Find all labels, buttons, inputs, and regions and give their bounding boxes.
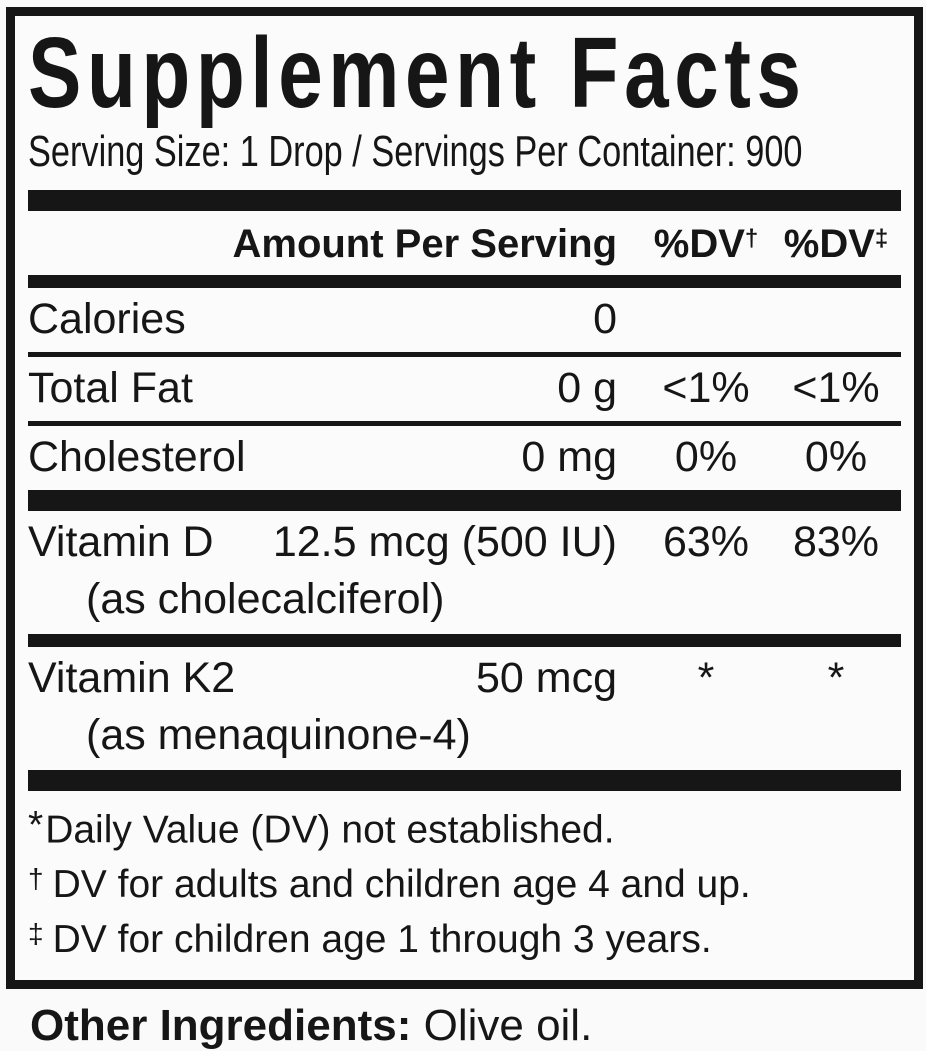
header-dv-adults: %DV† [641, 222, 771, 267]
nutrient-row-vitamin-k2: Vitamin K2 50 mcg * * [28, 647, 901, 711]
divider-thin [28, 421, 901, 426]
other-ingredients-label: Other Ingredients: [30, 1000, 424, 1050]
header-dv-children: %DV‡ [771, 222, 901, 267]
asterisk-mark: * [28, 804, 44, 847]
nutrient-name: Vitamin K2 [28, 654, 236, 702]
double-dagger-mark: ‡ [874, 225, 889, 253]
footnote-dv-adults: † DV for adults and children age 4 and up… [28, 858, 901, 913]
divider-thick-top [28, 190, 901, 211]
divider-thin [28, 352, 901, 357]
supplement-facts-panel: Supplement Facts Serving Size: 1 Drop / … [6, 7, 923, 989]
nutrient-row-calories: Calories 0 [28, 288, 901, 352]
other-ingredients: Other Ingredients: Olive oil. [30, 1001, 926, 1051]
nutrient-amount: 50 mcg [475, 654, 617, 702]
nutrient-dv-adults: 63% [662, 518, 750, 566]
nutrient-dv-children: 0% [804, 433, 868, 481]
footnotes: *Daily Value (DV) not established. † DV f… [28, 791, 901, 980]
nutrient-name: Cholesterol [28, 433, 246, 481]
other-ingredients-value: Olive oil. [423, 1000, 593, 1050]
serving-info: Serving Size: 1 Drop / Servings Per Cont… [28, 127, 901, 178]
nutrient-row-vitamin-d: Vitamin D 12.5 mcg (500 IU) 63% 83% [28, 511, 901, 575]
nutrient-name: Calories [28, 295, 186, 343]
footnote-dv-children: ‡ DV for children age 1 through 3 years. [28, 913, 901, 968]
divider-thick-bottom [28, 770, 901, 791]
header-amount-per-serving: Amount Per Serving [232, 222, 617, 266]
nutrient-dv-adults: * [697, 654, 715, 702]
dagger-mark: † [744, 225, 759, 253]
nutrient-source-note: (as cholecalciferol) [86, 575, 445, 623]
nutrient-dv-children: 83% [792, 518, 880, 566]
footnote-dv-not-established: *Daily Value (DV) not established. [28, 799, 901, 858]
dagger-mark: † [28, 863, 44, 895]
nutrient-name: Vitamin D [28, 518, 214, 566]
nutrient-dv-children: <1% [792, 364, 880, 412]
header-dv-adults-text: %DV [653, 222, 745, 266]
nutrient-dv-children: * [827, 654, 845, 702]
nutrient-dv-adults: 0% [674, 433, 738, 481]
header-dv-children-text: %DV [783, 222, 875, 266]
panel-title: Supplement Facts [28, 16, 901, 126]
table-header-row: Amount Per Serving %DV† %DV‡ [28, 211, 901, 275]
nutrient-amount: 0 [593, 295, 617, 343]
footnote-text: DV for children age 1 through 3 years. [52, 918, 712, 962]
nutrient-row-total-fat: Total Fat 0 g <1% <1% [28, 357, 901, 421]
footnote-text: DV for adults and children age 4 and up. [52, 863, 751, 907]
panel-title-text: Supplement Facts [28, 17, 807, 129]
nutrient-amount: 0 g [557, 364, 617, 412]
nutrient-source-note: (as menaquinone-4) [86, 711, 471, 759]
divider-thick-mid [28, 490, 901, 511]
nutrient-name: Total Fat [28, 364, 193, 412]
divider-medium-mid [28, 634, 901, 647]
nutrient-amount: 0 mg [521, 433, 617, 481]
nutrient-amount: 12.5 mcg (500 IU) [272, 518, 617, 566]
divider-medium-under-header [28, 275, 901, 288]
footnote-text: Daily Value (DV) not established. [45, 808, 615, 852]
nutrient-row-cholesterol: Cholesterol 0 mg 0% 0% [28, 426, 901, 490]
double-dagger-mark: ‡ [28, 918, 44, 950]
nutrient-dv-adults: <1% [662, 364, 750, 412]
serving-info-text: Serving Size: 1 Drop / Servings Per Cont… [28, 127, 803, 176]
